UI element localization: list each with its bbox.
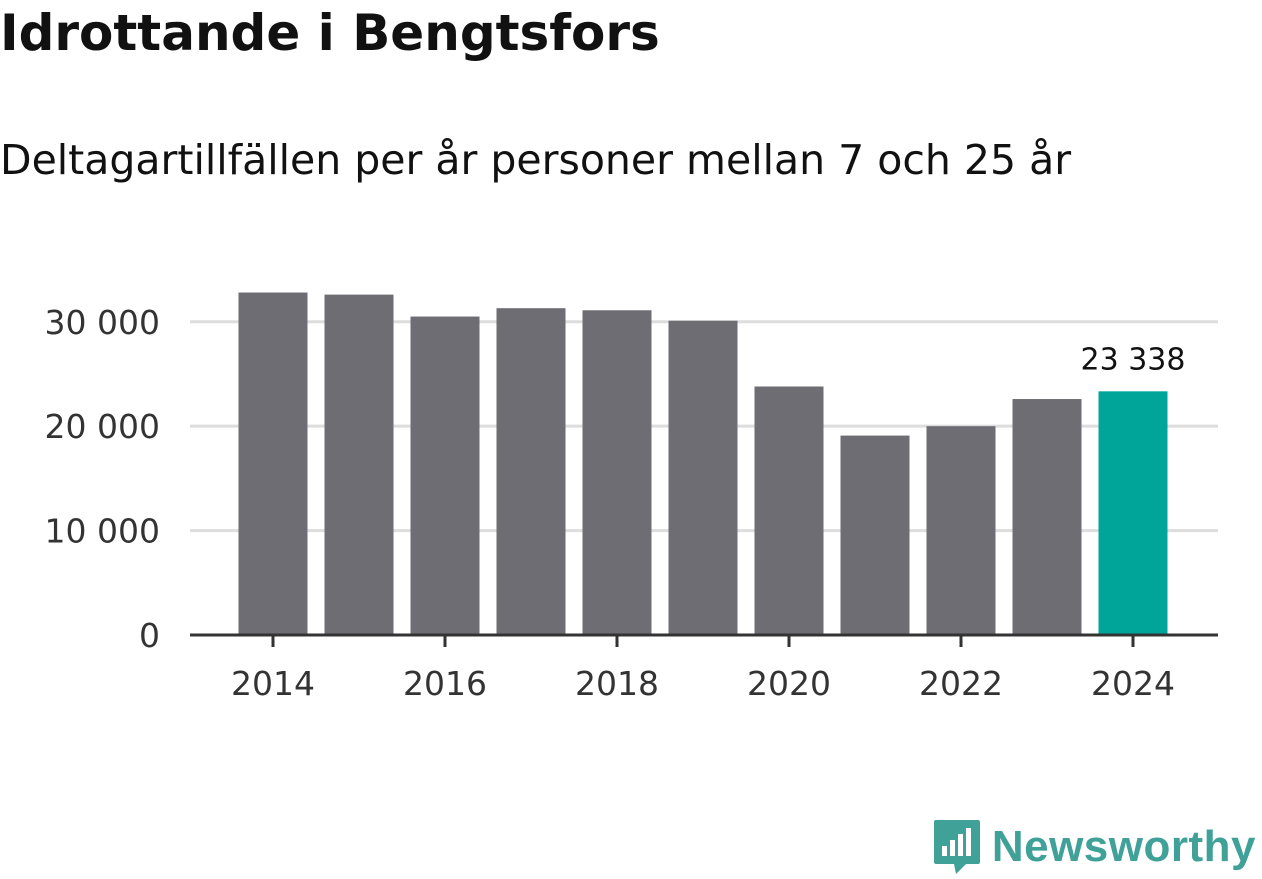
y-tick-label: 30 000 [45, 303, 160, 342]
bar-chart: 0 10 000 20 000 30 000 23 338 2014 2016 2018 202… [45, 292, 1218, 703]
chart-subtitle: Deltagartillfällen per år personer mella… [0, 136, 1072, 184]
bar-2015 [324, 294, 394, 635]
bar-2023 [1012, 399, 1082, 635]
brand: Newsworthy [932, 818, 1256, 876]
bar-2018 [582, 310, 652, 635]
axes [190, 633, 1218, 647]
bar-2020 [754, 386, 824, 635]
bar-2017 [496, 308, 566, 635]
y-tick-label: 0 [139, 616, 160, 655]
bar-2022 [926, 426, 996, 635]
data-label: 23 338 [1081, 342, 1186, 377]
chart-title: Idrottande i Bengtsfors [0, 4, 660, 62]
bars [238, 292, 1168, 635]
x-tick-label: 2016 [403, 664, 487, 703]
newsworthy-logo-icon [933, 820, 980, 874]
bar-2019 [668, 320, 738, 635]
x-tick-label: 2024 [1091, 664, 1175, 703]
x-tick-label: 2014 [231, 664, 315, 703]
brand-name: Newsworthy [991, 822, 1256, 871]
y-tick-label: 20 000 [45, 407, 160, 446]
bar-2021 [840, 435, 910, 635]
x-tick-label: 2022 [919, 664, 1003, 703]
x-tick-label: 2020 [747, 664, 831, 703]
y-tick-label: 10 000 [45, 512, 160, 551]
labels: 0 10 000 20 000 30 000 23 338 2014 2016 2018 202… [45, 303, 1186, 703]
bar-2016 [410, 316, 480, 635]
x-tick-label: 2018 [575, 664, 659, 703]
bar-2014 [238, 292, 308, 635]
bar-2024 [1098, 391, 1168, 635]
